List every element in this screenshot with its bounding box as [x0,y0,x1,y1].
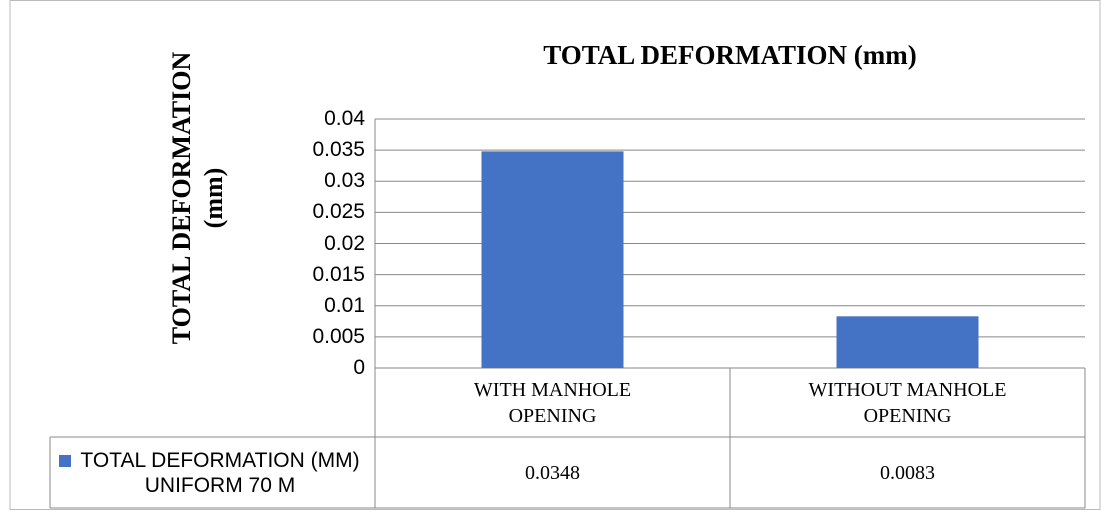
y-tick-label: 0.04 [324,107,365,130]
x-tick-label: WITH MANHOLE OPENING [473,378,632,427]
bar [481,151,624,368]
x-tick-cell: WITHOUT MANHOLE OPENING [730,368,1085,437]
y-tick-label: 0.035 [312,138,365,162]
x-tick-label: WITHOUT MANHOLE OPENING [808,378,1007,427]
y-tick-label: 0 [353,356,365,379]
y-tick-label: 0.02 [324,231,365,255]
y-tick-label: 0.01 [324,293,365,317]
y-tick-label: 0.025 [312,200,365,224]
data-table-value: 0.0348 [525,461,580,484]
y-tick-label: 0.03 [324,169,365,193]
y-axis-label: TOTAL DEFORMATION (mm) [167,51,228,345]
data-table-value: 0.0083 [880,461,935,484]
legend-entry: TOTAL DEFORMATION (MM) UNIFORM 70 M [55,437,375,508]
legend-label: TOTAL DEFORMATION (MM) UNIFORM 70 M [80,448,360,497]
legend-key [59,454,71,467]
chart-border [9,0,1101,510]
y-tick-label: 0.005 [312,324,365,348]
y-tick-label: 0.015 [312,262,365,286]
bar [836,316,979,368]
chart-title: TOTAL DEFORMATION (mm) [543,40,917,70]
x-tick-cell: WITH MANHOLE OPENING [375,368,730,437]
